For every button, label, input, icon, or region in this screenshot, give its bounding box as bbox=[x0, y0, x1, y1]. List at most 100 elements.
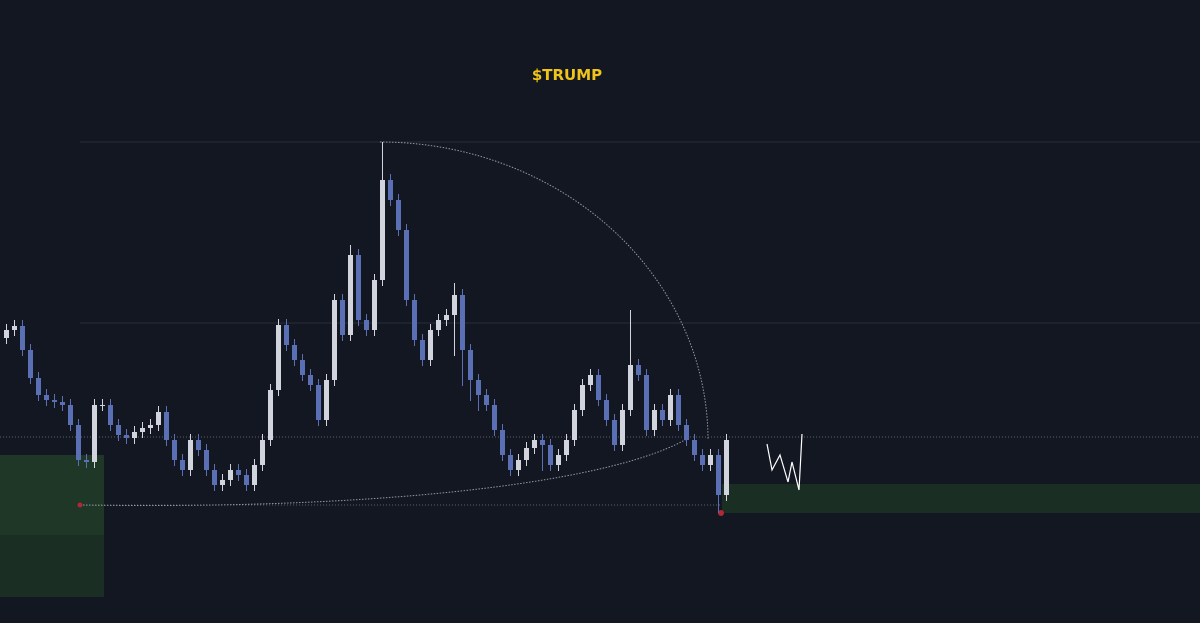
candle-body bbox=[340, 300, 345, 335]
candle-body bbox=[516, 460, 521, 470]
candle-body bbox=[276, 325, 281, 390]
candle-body bbox=[508, 455, 513, 470]
candle-body bbox=[124, 435, 129, 438]
candle-body bbox=[116, 425, 121, 435]
candle-body bbox=[300, 360, 305, 375]
candle-body bbox=[708, 455, 713, 465]
arc-curve bbox=[379, 141, 709, 441]
candle-body bbox=[60, 402, 65, 405]
candle-body bbox=[252, 465, 257, 485]
candle-body bbox=[188, 440, 193, 470]
candle-body bbox=[500, 430, 505, 455]
candle-body bbox=[132, 432, 137, 438]
candle-body bbox=[92, 405, 97, 462]
candle-body bbox=[372, 280, 377, 330]
candle-body bbox=[388, 180, 393, 200]
candle-body bbox=[228, 470, 233, 480]
candle-body bbox=[428, 330, 433, 360]
target-zone bbox=[722, 484, 1200, 513]
candle-body bbox=[532, 440, 537, 448]
candle-body bbox=[332, 300, 337, 380]
candle-body bbox=[700, 455, 705, 465]
candle-body bbox=[420, 340, 425, 360]
candle-body bbox=[492, 405, 497, 430]
candle-body bbox=[260, 440, 265, 465]
candle-body bbox=[76, 425, 81, 460]
candle-body bbox=[284, 325, 289, 345]
candle-body bbox=[692, 440, 697, 455]
candle-body bbox=[356, 255, 361, 320]
candle-body bbox=[380, 180, 385, 280]
candle-body bbox=[68, 405, 73, 425]
candle-body bbox=[660, 410, 665, 420]
candle-body bbox=[724, 440, 729, 495]
pivot-dot bbox=[718, 510, 724, 516]
candle-body bbox=[556, 455, 561, 465]
candle-body bbox=[164, 412, 169, 440]
candle-body bbox=[412, 300, 417, 340]
candle-body bbox=[268, 390, 273, 440]
candle-body bbox=[292, 345, 297, 360]
candle-body bbox=[324, 380, 329, 420]
candle-body bbox=[596, 375, 601, 400]
candle-body bbox=[236, 470, 241, 475]
candle-body bbox=[548, 445, 553, 465]
projection-path bbox=[766, 433, 803, 491]
candle-body bbox=[476, 380, 481, 395]
candle-body bbox=[636, 365, 641, 375]
candle-body bbox=[364, 320, 369, 330]
candle-body bbox=[196, 440, 201, 450]
candle-body bbox=[156, 412, 161, 425]
candle-body bbox=[580, 385, 585, 410]
candle-body bbox=[628, 365, 633, 410]
candle-body bbox=[404, 230, 409, 300]
candle-body bbox=[212, 470, 217, 485]
candle-body bbox=[652, 410, 657, 430]
candle-body bbox=[148, 425, 153, 428]
candle-body bbox=[396, 200, 401, 230]
arc-curve bbox=[79, 436, 691, 507]
candle-body bbox=[44, 395, 49, 400]
candle-body bbox=[452, 295, 457, 315]
candle-body bbox=[180, 460, 185, 470]
candle-body bbox=[468, 350, 473, 380]
candle-body bbox=[612, 420, 617, 445]
candles bbox=[4, 142, 729, 513]
candle-body bbox=[52, 400, 57, 402]
demand-zone-inner bbox=[0, 455, 104, 535]
candle-body bbox=[172, 440, 177, 460]
candle-body bbox=[244, 475, 249, 485]
candle-body bbox=[460, 295, 465, 350]
candle-body bbox=[444, 315, 449, 320]
candle-body bbox=[84, 460, 89, 462]
candle-body bbox=[28, 350, 33, 378]
candle-body bbox=[524, 448, 529, 460]
candle-body bbox=[588, 375, 593, 385]
candle-body bbox=[220, 480, 225, 485]
candle-body bbox=[436, 320, 441, 330]
candle-body bbox=[308, 375, 313, 385]
candle-body bbox=[644, 375, 649, 430]
candle-body bbox=[540, 440, 545, 445]
pivot-dot bbox=[77, 502, 83, 508]
candle-body bbox=[316, 385, 321, 420]
candle-body bbox=[604, 400, 609, 420]
candle-body bbox=[108, 405, 113, 425]
candle-body bbox=[572, 410, 577, 440]
candle-body bbox=[668, 395, 673, 420]
candle-body bbox=[12, 326, 17, 330]
candle-body bbox=[676, 395, 681, 425]
candle-body bbox=[716, 455, 721, 495]
candle-body bbox=[564, 440, 569, 455]
candle-body bbox=[100, 405, 105, 406]
candle-body bbox=[484, 395, 489, 405]
candle-body bbox=[684, 425, 689, 440]
candle-body bbox=[204, 450, 209, 470]
candle-body bbox=[36, 378, 41, 395]
candle-body bbox=[140, 428, 145, 432]
chart-title: $TRUMP bbox=[532, 66, 602, 84]
candle-body bbox=[20, 326, 25, 350]
candle-body bbox=[348, 255, 353, 335]
